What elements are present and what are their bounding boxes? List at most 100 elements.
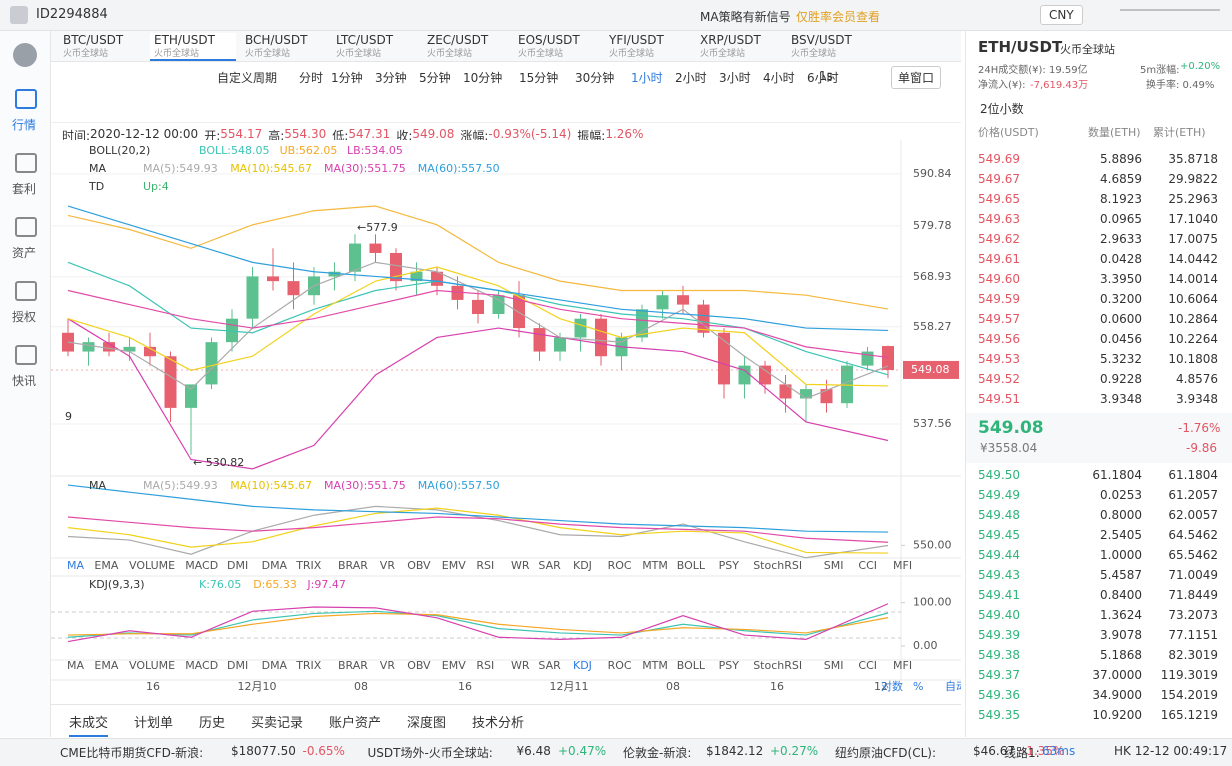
period[interactable]: 分时 [299, 71, 324, 85]
signal-link[interactable]: 仅胜率会员查看 [796, 10, 881, 24]
indicator-tab[interactable]: MACD [185, 659, 218, 672]
indicator-tab[interactable]: BRAR [338, 559, 368, 572]
indicator-tab[interactable]: MFI [893, 659, 912, 672]
indicator-tab[interactable]: MA [67, 659, 84, 672]
nav-icon[interactable] [15, 153, 37, 173]
indicator-tab[interactable]: BOLL [677, 659, 706, 672]
nav-icon[interactable] [15, 89, 37, 109]
period[interactable]: 5分钟 [419, 71, 451, 85]
indicator-tab[interactable]: MACD [185, 559, 218, 572]
period[interactable]: 30分钟 [575, 71, 615, 85]
indicator-tab[interactable]: MTM [642, 659, 668, 672]
indicator-tab[interactable]: RSI [476, 659, 494, 672]
period[interactable]: 6小时 [807, 71, 839, 85]
indicator-tab[interactable]: StochRSI [753, 659, 802, 672]
tab[interactable]: BCH/USDT 火币全球站 [241, 33, 327, 59]
indicator-tab[interactable]: EMV [442, 659, 466, 672]
indicator-tab[interactable]: SMI [824, 659, 844, 672]
decimals[interactable]: 2位小数 [980, 102, 1024, 116]
indicator-tab[interactable]: BOLL [677, 559, 706, 572]
indicator-tab[interactable]: ROC [608, 659, 632, 672]
period[interactable]: 1分钟 [331, 71, 363, 85]
indicator-tab[interactable]: DMA [262, 559, 288, 572]
indicator-tab[interactable]: MA [67, 559, 84, 572]
bottom-tab[interactable]: 账户资产 [329, 716, 382, 731]
indicator-tab[interactable]: KDJ [573, 559, 592, 572]
indicator-tab[interactable]: BRAR [338, 659, 368, 672]
bottom-tab[interactable]: 买卖记录 [251, 716, 304, 731]
indicator-tab[interactable]: DMI [227, 659, 248, 672]
indicator-tab[interactable]: EMA [94, 659, 118, 672]
nav-label[interactable]: 套利 [12, 182, 37, 196]
axis-option[interactable]: 对数 [881, 679, 903, 693]
book-price: 549.57 [978, 312, 1020, 326]
nav-label[interactable]: 授权 [12, 310, 37, 324]
period[interactable]: 4小时 [763, 71, 795, 85]
currency[interactable]: CNY [1040, 5, 1083, 25]
bottom-tab[interactable]: 技术分析 [472, 716, 525, 731]
indicator-tab[interactable]: KDJ [573, 659, 592, 672]
axis-option[interactable]: % [913, 680, 923, 693]
period[interactable]: 1小时 [631, 71, 663, 85]
period[interactable]: 2小时 [675, 71, 707, 85]
indicator-tab[interactable]: MTM [642, 559, 668, 572]
indicator-tab[interactable]: VOLUME [129, 659, 175, 672]
y-tick-label: 568.93 [913, 270, 952, 283]
indicator-tab[interactable]: StochRSI [753, 559, 802, 572]
tab[interactable]: EOS/USDT 火币全球站 [514, 33, 600, 59]
period[interactable]: 3小时 [719, 71, 751, 85]
indicator-tab[interactable]: EMA [94, 559, 118, 572]
window-controls[interactable] [1120, 9, 1220, 23]
window-mode[interactable]: 单窗口 [891, 66, 942, 89]
indicator-tab[interactable]: WR [511, 559, 530, 572]
tab[interactable]: YFI/USDT 火币全球站 [605, 33, 691, 59]
tab[interactable]: LTC/USDT 火币全球站 [332, 33, 418, 59]
indicator-tab[interactable]: SAR [538, 659, 561, 672]
period[interactable]: 15分钟 [519, 71, 559, 85]
indicator-tab[interactable]: CCI [858, 559, 877, 572]
nav-label[interactable]: 行情 [12, 118, 37, 132]
bottom-tab[interactable]: 未成交 [69, 712, 109, 737]
custom-period[interactable]: 自定义周期 [217, 71, 278, 85]
nav-label[interactable]: 快讯 [12, 374, 37, 388]
indicator-tab[interactable]: CCI [858, 659, 877, 672]
indicator-tab[interactable]: SMI [824, 559, 844, 572]
axis-option[interactable]: 自动 [945, 680, 961, 693]
book-price: 549.45 [978, 528, 1020, 542]
book-total: 71.8449 [1168, 588, 1218, 602]
indicator-tab[interactable]: WR [511, 659, 530, 672]
indicator-tab[interactable]: PSY [719, 559, 740, 572]
tab[interactable]: ETH/USDT 火币全球站 [150, 33, 236, 61]
indicator-tab[interactable]: VOLUME [129, 559, 175, 572]
bottom-tab[interactable]: 计划单 [134, 716, 174, 731]
indicator-tab[interactable]: SAR [538, 559, 561, 572]
nav-icon[interactable] [15, 217, 37, 237]
tab[interactable]: XRP/USDT 火币全球站 [696, 33, 782, 59]
indicator-tab[interactable]: EMV [442, 559, 466, 572]
indicator-tab[interactable]: VR [380, 559, 396, 572]
book-total: 10.1808 [1168, 352, 1218, 366]
period[interactable]: 10分钟 [463, 71, 503, 85]
tab[interactable]: BSV/USDT 火币全球站 [787, 33, 873, 59]
speed[interactable]: 1s [819, 69, 833, 83]
nav-icon[interactable] [15, 345, 37, 365]
period[interactable]: 3分钟 [375, 71, 407, 85]
indicator-tab[interactable]: DMA [262, 659, 288, 672]
bottom-tab[interactable]: 深度图 [407, 716, 447, 731]
indicator-tab[interactable]: MFI [893, 559, 912, 572]
indicator-tab[interactable]: OBV [407, 559, 431, 572]
nav-icon[interactable] [15, 281, 37, 301]
indicator-tab[interactable]: TRIX [295, 559, 322, 572]
tab[interactable]: ZEC/USDT 火币全球站 [423, 33, 509, 59]
tab[interactable]: BTC/USDT 火币全球站 [59, 33, 145, 59]
bottom-tab[interactable]: 历史 [199, 716, 226, 731]
indicator-tab[interactable]: TRIX [295, 659, 322, 672]
indicator-tab[interactable]: PSY [719, 659, 740, 672]
indicator-tab[interactable]: RSI [476, 559, 494, 572]
indicator-tab[interactable]: OBV [407, 659, 431, 672]
nav-label[interactable]: 资产 [12, 246, 37, 260]
indicator-tab[interactable]: DMI [227, 559, 248, 572]
avatar[interactable] [10, 6, 28, 24]
indicator-tab[interactable]: VR [380, 659, 396, 672]
indicator-tab[interactable]: ROC [608, 559, 632, 572]
